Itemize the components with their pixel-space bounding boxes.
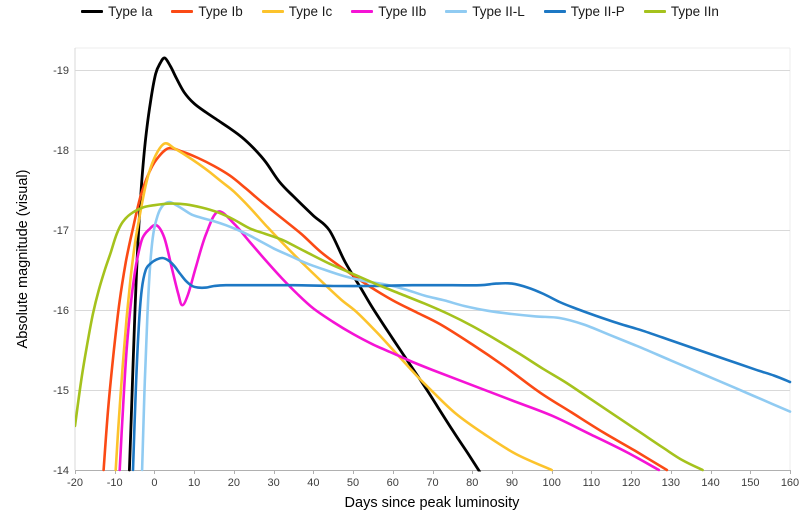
series-line-type-ii-l <box>140 200 792 472</box>
y-tick-label: -17 <box>53 225 69 237</box>
y-tick-label: -18 <box>53 145 69 157</box>
x-tick-label: 100 <box>542 477 560 489</box>
series-line-type-ic <box>114 141 553 472</box>
legend-label: Type Ib <box>198 4 243 19</box>
series-line-type-iin <box>75 202 704 472</box>
x-tick-label: 70 <box>426 477 438 489</box>
legend-line-swatch <box>171 10 194 14</box>
x-tick-label: 130 <box>662 477 680 489</box>
x-tick-label: 0 <box>151 477 157 489</box>
x-tick-label: 90 <box>506 477 518 489</box>
y-tick-label: -16 <box>53 305 69 317</box>
legend-item-type-ii-l: Type II-L <box>445 5 525 19</box>
y-axis-title: Absolute magnitude (visual) <box>15 169 31 349</box>
legend-line-swatch <box>351 10 374 14</box>
legend-item-type-ib: Type Ib <box>171 4 243 19</box>
legend-item-type-ii-p: Type II-P <box>543 4 625 19</box>
x-tick-label: 50 <box>347 477 359 489</box>
x-tick-label: 110 <box>583 477 601 489</box>
legend-label: Type II-L <box>472 4 525 19</box>
legend-line-swatch <box>643 10 666 14</box>
x-tick-label: 120 <box>622 477 640 489</box>
x-tick-label: -20 <box>67 477 83 489</box>
legend-line-swatch <box>543 10 566 14</box>
y-tick-label: -14 <box>53 465 69 477</box>
legend-item-type-iib: Type IIb <box>351 5 426 19</box>
y-tick-label: -15 <box>53 385 69 397</box>
x-tick-label: -10 <box>107 477 123 489</box>
legend-item-type-iin: Type IIn <box>643 4 719 19</box>
x-tick-label: 40 <box>307 477 319 489</box>
x-tick-label: 150 <box>741 477 759 489</box>
legend-line-swatch <box>261 10 284 14</box>
series-line-type-ii-p <box>131 256 792 472</box>
legend-label: Type Ia <box>108 4 153 19</box>
legend-label: Type Ic <box>288 4 333 19</box>
x-tick-label: 60 <box>387 477 399 489</box>
x-tick-label: 30 <box>267 477 279 489</box>
legend-label: Type II-P <box>570 4 625 19</box>
x-axis-title: Days since peak luminosity <box>344 495 520 511</box>
x-tick-label: 160 <box>781 477 799 489</box>
y-tick-label: -19 <box>53 65 69 77</box>
legend-item-type-ic: Type Ic <box>261 4 333 19</box>
series-line-type-ib <box>102 146 669 472</box>
legend-item-type-ia: Type Ia <box>81 5 152 19</box>
x-tick-label: 20 <box>228 477 240 489</box>
legend-label: Type IIb <box>378 4 427 19</box>
series-line-type-ia <box>128 56 482 472</box>
legend-label: Type IIn <box>670 4 719 19</box>
legend-line-swatch <box>445 10 468 14</box>
x-tick-label: 80 <box>466 477 478 489</box>
series-line-type-iib <box>118 210 661 472</box>
x-tick-label: 10 <box>188 477 200 489</box>
legend-line-swatch <box>81 10 104 14</box>
x-tick-label: 140 <box>701 477 719 489</box>
legend: Type Ia Type Ib Type Ic Type IIb Type II-L Ty… <box>0 5 800 19</box>
